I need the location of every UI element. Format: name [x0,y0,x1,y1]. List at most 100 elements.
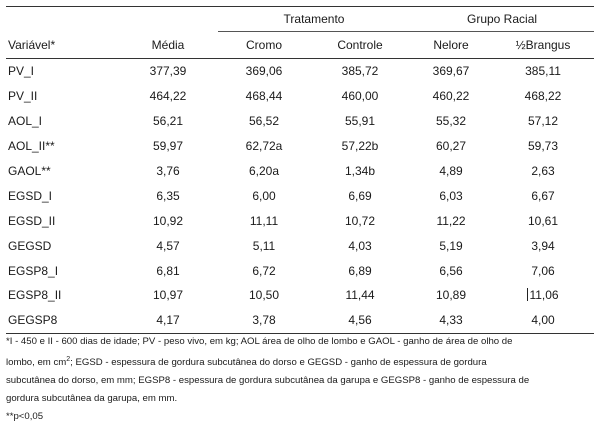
table-cell: 5,19 [439,238,463,253]
table-cell: 1,34b [344,164,376,178]
table-cell: 6,35 [156,188,180,203]
table-cell: 4,03 [348,238,372,253]
table-cell: 59,73 [528,139,559,154]
table-cell: 3,78 [218,307,310,334]
table-row: GAOL** 3,76 6,20a 1,34b 4,89 2,63 [6,159,594,184]
table-cell: 60,27 [436,139,467,154]
table-cell: 6,03 [439,188,463,203]
column-header-row: Variável* Média Cromo Controle Nelore ½B… [6,32,595,59]
footnote-line: lombo, em cm2; EGSD - espessura de gordu… [6,351,594,372]
table-footnotes: *I - 450 e II - 600 dias de idade; PV - … [6,333,594,426]
table-cell: 4,56 [310,307,411,334]
table-body: PV_I 377,39 369,06 385,72 369,67 385,11 PV_II 4… [6,59,595,334]
column-header-controle: Controle [337,38,383,52]
table-cell: 460,00 [341,89,379,104]
table-row: PV_I 377,39 369,06 385,72 369,67 385,11 [6,59,594,84]
table-cell: 4,00 [492,307,595,334]
results-table: Tratamento Grupo Racial Variável* Média … [6,6,595,334]
table-cell: 468,22 [524,89,562,104]
table-cell: 57,12 [528,114,559,129]
table-cell: 385,72 [341,64,379,79]
table-cell: 6,81 [156,263,180,278]
table-cell: 464,22 [149,89,187,104]
table-cell: 56,52 [248,114,280,129]
table-cell: 59,97 [152,139,184,154]
column-header-nelore: Nelore [433,38,469,52]
row-label: AOL_II** [8,139,55,154]
empty-header-cell [6,7,118,32]
row-label: PV_II [8,89,38,104]
table-cell: 3,76 [156,164,180,178]
footnote-line: subcutânea do dorso, em mm; EGSP8 - espe… [6,375,530,387]
row-label: AOL_I [8,114,43,129]
table-cell: 6,67 [531,188,555,203]
table-row: PV_II 464,22 468,44 460,00 460,22 468,22 [6,84,594,109]
row-label: EGSP8_I [8,263,59,278]
table-cell-text: 11,06 [529,288,559,303]
row-label: PV_I [8,64,35,79]
table-cell: 6,56 [439,263,463,278]
table-cell: 11,11 [249,213,279,228]
table-cell: 460,22 [432,89,470,104]
table-cell: 7,06 [531,263,555,278]
table-cell: 10,89 [436,288,467,303]
table-cell: 10,97 [152,288,184,303]
column-header-media: Média [151,37,185,52]
table-cell: 55,32 [436,114,467,129]
table-cell: 6,69 [348,188,372,203]
table-cell: 468,44 [245,89,283,104]
table-cell: 2,63 [531,164,555,178]
table-cell: 369,06 [245,64,283,79]
table-cell: 385,11 [525,64,561,79]
superscript: 2 [66,356,71,363]
table-cell: 11,44 [345,288,375,303]
table-cell: 3,94 [531,238,555,253]
footnote-text: ; EGSD - espessura de gordura subcutânea… [70,357,487,369]
column-header-brangus: ½Brangus [515,38,571,52]
tratamento-header: Tratamento [218,6,411,32]
table-cell: 377,39 [149,64,187,79]
row-label: GEGSP8 [6,307,118,334]
footnote-line: *I - 450 e II - 600 dias de idade; PV - … [6,336,513,347]
table-cell: 62,72a [245,139,283,154]
table-row: AOL_II** 59,97 62,72a 57,22b 60,27 59,73 [6,134,594,159]
significance-note: **p<0,05 [6,411,44,423]
table-cell: 10,72 [344,213,376,228]
table-cell: 11,22 [436,213,466,228]
footnote-line: gordura subcutânea da garupa, em mm. [6,393,178,405]
table-cell: 6,20a [248,164,280,178]
row-label: EGSD_II [8,213,56,228]
table-cell: 10,92 [152,213,184,228]
table-cell: 10,61 [528,213,559,228]
table-cell: 6,72 [252,263,276,278]
table-cell: 57,22b [341,139,379,154]
group-header-row: Tratamento Grupo Racial [6,6,595,32]
column-header-variavel: Variável* [8,37,56,52]
row-label: GAOL** [8,164,51,178]
empty-header-cell [118,7,218,32]
table-row: EGSD_II 10,92 11,11 10,72 11,22 10,61 [6,208,594,233]
table-cell: 369,67 [432,64,470,79]
table-row: EGSP8_II 10,97 10,50 11,44 10,89 11,06 [6,283,594,308]
table-row: GEGSD 4,57 5,11 4,03 5,19 3,94 [6,233,594,258]
table-row: AOL_I 56,21 56,52 55,91 55,32 57,12 [6,109,594,134]
table-row: EGSP8_I 6,81 6,72 6,89 6,56 7,06 [6,258,594,283]
table-cell: 5,11 [252,238,276,253]
table-cell: 6,00 [252,188,276,203]
row-label: GEGSD [8,238,52,253]
table-cell: 4,33 [410,307,493,334]
table-cell: 11,06 [492,283,594,308]
text-cursor-mark [527,288,529,302]
table-cell: 56,21 [152,114,184,129]
grupo-racial-header: Grupo Racial [410,6,595,32]
table-cell: 10,50 [248,288,280,303]
footnote-text: lombo, em cm [6,357,67,369]
row-label: EGSP8_II [8,288,62,303]
row-label: EGSD_I [8,188,53,203]
table-cell: 4,57 [156,238,180,253]
table-row: EGSD_I 6,35 6,00 6,69 6,03 6,67 [6,183,594,208]
column-header-cromo: Cromo [245,38,282,52]
table-cell: 4,17 [118,307,218,334]
table-cell: 55,91 [344,114,376,129]
